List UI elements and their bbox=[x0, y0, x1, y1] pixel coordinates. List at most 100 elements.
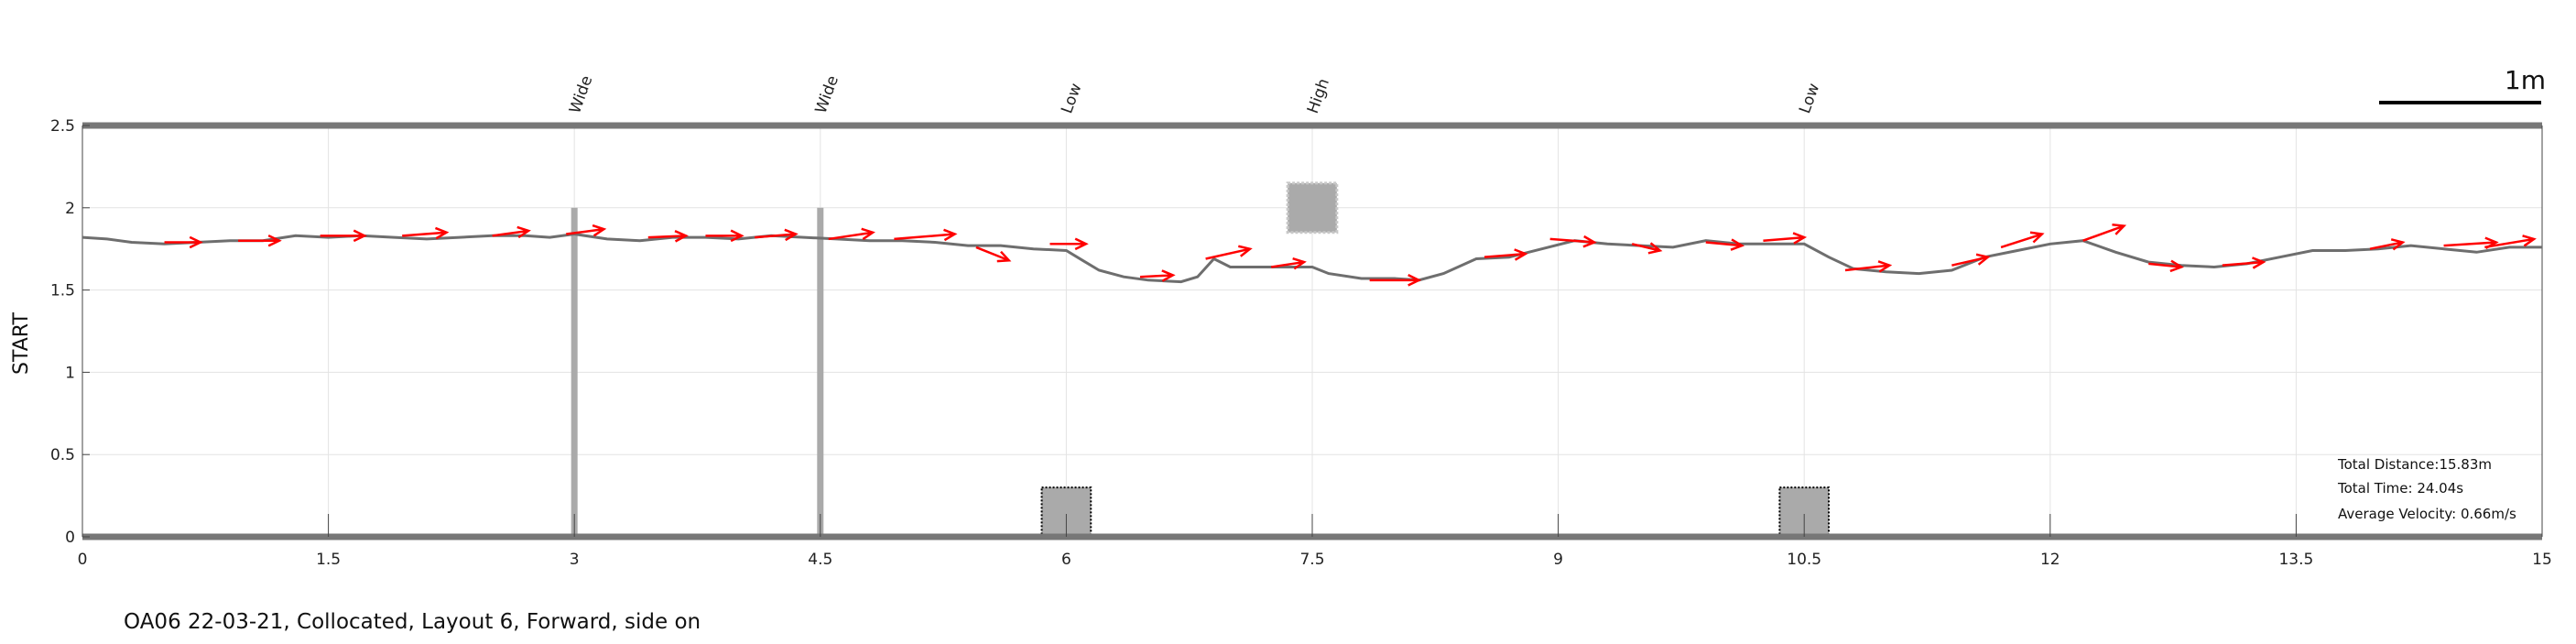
velocity-arrow bbox=[238, 234, 282, 247]
velocity-arrow-shaft bbox=[1271, 260, 1305, 268]
average-velocity: Average Velocity: 0.66m/s bbox=[2338, 506, 2516, 522]
velocity-arrow-head bbox=[2169, 259, 2184, 273]
velocity-arrow-shaft bbox=[1705, 241, 1743, 247]
velocity-arrow-head bbox=[2390, 238, 2406, 251]
x-tick-label: 4.5 bbox=[808, 551, 832, 569]
wide-obstacle-pole bbox=[817, 207, 824, 538]
y-tick-label: 0 bbox=[65, 529, 75, 547]
velocity-arrow bbox=[2484, 235, 2537, 249]
velocity-arrow-shaft bbox=[2082, 224, 2125, 242]
velocity-arrow bbox=[894, 228, 958, 242]
velocity-arrow bbox=[1205, 245, 1253, 260]
velocity-arrow-shaft bbox=[647, 235, 687, 239]
velocity-arrow bbox=[1369, 274, 1422, 287]
total-time: Total Time: 24.04s bbox=[2337, 480, 2463, 497]
velocity-arrow-head bbox=[189, 235, 203, 249]
wide-obstacle-pole bbox=[571, 207, 578, 538]
scale-bar: 1m bbox=[2379, 65, 2546, 104]
scale-bar-label: 1m bbox=[2505, 65, 2546, 95]
velocity-arrow bbox=[1271, 257, 1307, 270]
x-tick-label: 9 bbox=[1553, 551, 1563, 569]
velocity-arrow bbox=[2222, 257, 2266, 269]
low-obstacle-box bbox=[1778, 486, 1831, 538]
high-obstacle-box bbox=[1286, 181, 1339, 235]
velocity-arrow bbox=[2082, 223, 2127, 242]
velocity-arrow bbox=[975, 246, 1012, 263]
velocity-arrow bbox=[647, 230, 689, 243]
x-tick-label: 0 bbox=[78, 551, 88, 569]
velocity-arrow-head bbox=[1074, 237, 1089, 251]
velocity-arrow-head bbox=[434, 226, 450, 240]
velocity-arrow-shaft bbox=[1844, 264, 1890, 272]
velocity-arrow-head bbox=[516, 225, 531, 239]
obstacle-label: Wide bbox=[812, 73, 842, 116]
velocity-arrow bbox=[2148, 259, 2184, 273]
x-tick-label: 7.5 bbox=[1299, 551, 1324, 569]
velocity-arrow-shaft bbox=[402, 231, 447, 237]
x-tick-label: 12 bbox=[2040, 551, 2060, 569]
y-tick-label: 2 bbox=[65, 200, 75, 218]
velocity-arrow bbox=[402, 226, 450, 240]
x-tick-label: 15 bbox=[2532, 551, 2552, 569]
velocity-arrow bbox=[566, 224, 607, 237]
velocity-arrow bbox=[320, 229, 367, 243]
velocity-arrow-shaft bbox=[755, 233, 797, 239]
velocity-arrow bbox=[1951, 253, 1991, 267]
x-tick-label: 10.5 bbox=[1787, 551, 1821, 569]
velocity-arrow-head bbox=[1582, 235, 1597, 248]
velocity-arrow-head bbox=[1292, 257, 1307, 270]
velocity-arrow-shaft bbox=[492, 229, 529, 237]
axes: 0 1.5 3 4.5 6 7.5 9 10.5 12 13.5 15 0 0.5 1 1.5 2 2.5 bbox=[50, 117, 2552, 569]
trajectory bbox=[82, 232, 2542, 284]
obstacle-label: Low bbox=[1796, 81, 1823, 115]
velocity-arrow-head bbox=[2522, 235, 2537, 247]
velocity-arrow-head bbox=[1975, 253, 1991, 266]
velocity-arrow-shaft bbox=[1549, 237, 1595, 244]
velocity-arrow bbox=[2369, 238, 2406, 251]
y-tick-label: 1 bbox=[65, 364, 75, 382]
velocity-arrow-shaft bbox=[2484, 237, 2535, 249]
total-distance: Total Distance:15.83m bbox=[2337, 456, 2492, 473]
velocity-arrow-head bbox=[2252, 257, 2266, 269]
y-tick-label: 2.5 bbox=[50, 117, 75, 136]
velocity-arrow-head bbox=[1514, 248, 1528, 261]
obstacle-label: Wide bbox=[566, 73, 596, 116]
figure-caption: OA06 22-03-21, Collocated, Layout 6, For… bbox=[124, 610, 701, 634]
velocity-arrow-head bbox=[861, 227, 875, 241]
velocity-arrow bbox=[2000, 231, 2045, 249]
velocity-arrow-head bbox=[943, 228, 958, 242]
velocity-arrow-head bbox=[784, 228, 799, 242]
trajectory-path bbox=[82, 232, 2542, 284]
velocity-arrow-shaft bbox=[2148, 262, 2182, 268]
velocity-arrow-shaft bbox=[566, 227, 604, 235]
obstacle-label: High bbox=[1304, 76, 1333, 116]
y-tick-label: 1.5 bbox=[50, 282, 75, 300]
velocity-arrow-head bbox=[1792, 232, 1808, 245]
velocity-arrow-shaft bbox=[1139, 274, 1173, 278]
velocity-arrow bbox=[1631, 242, 1663, 255]
velocity-arrow-shaft bbox=[2369, 241, 2404, 250]
velocity-arrow bbox=[705, 229, 745, 243]
velocity-arrow-shaft bbox=[1763, 235, 1805, 242]
obstacle-label: Low bbox=[1058, 81, 1085, 115]
x-tick-label: 6 bbox=[1061, 551, 1071, 569]
velocity-arrow-shaft bbox=[1631, 243, 1660, 252]
velocity-arrow-head bbox=[1647, 242, 1663, 255]
y-axis-label: START bbox=[10, 312, 33, 375]
velocity-arrow-head bbox=[1730, 238, 1745, 251]
velocity-arrow bbox=[1549, 235, 1597, 248]
velocity-arrow bbox=[1705, 238, 1745, 251]
velocity-arrow bbox=[492, 225, 531, 239]
velocity-arrow bbox=[755, 228, 799, 242]
velocity-arrow-shaft bbox=[894, 233, 955, 241]
velocity-arrow-head bbox=[1161, 269, 1176, 282]
velocity-arrow-head bbox=[267, 234, 282, 247]
velocity-arrow-shaft bbox=[1951, 256, 1989, 267]
velocity-arrow-head bbox=[2112, 223, 2127, 235]
velocity-arrow-head bbox=[2029, 231, 2045, 244]
x-tick-label: 13.5 bbox=[2278, 551, 2313, 569]
velocity-arrow-shaft bbox=[2222, 260, 2264, 267]
stats-panel: Total Distance:15.83m Total Time: 24.04s… bbox=[2337, 456, 2516, 522]
velocity-arrow bbox=[1844, 260, 1893, 273]
